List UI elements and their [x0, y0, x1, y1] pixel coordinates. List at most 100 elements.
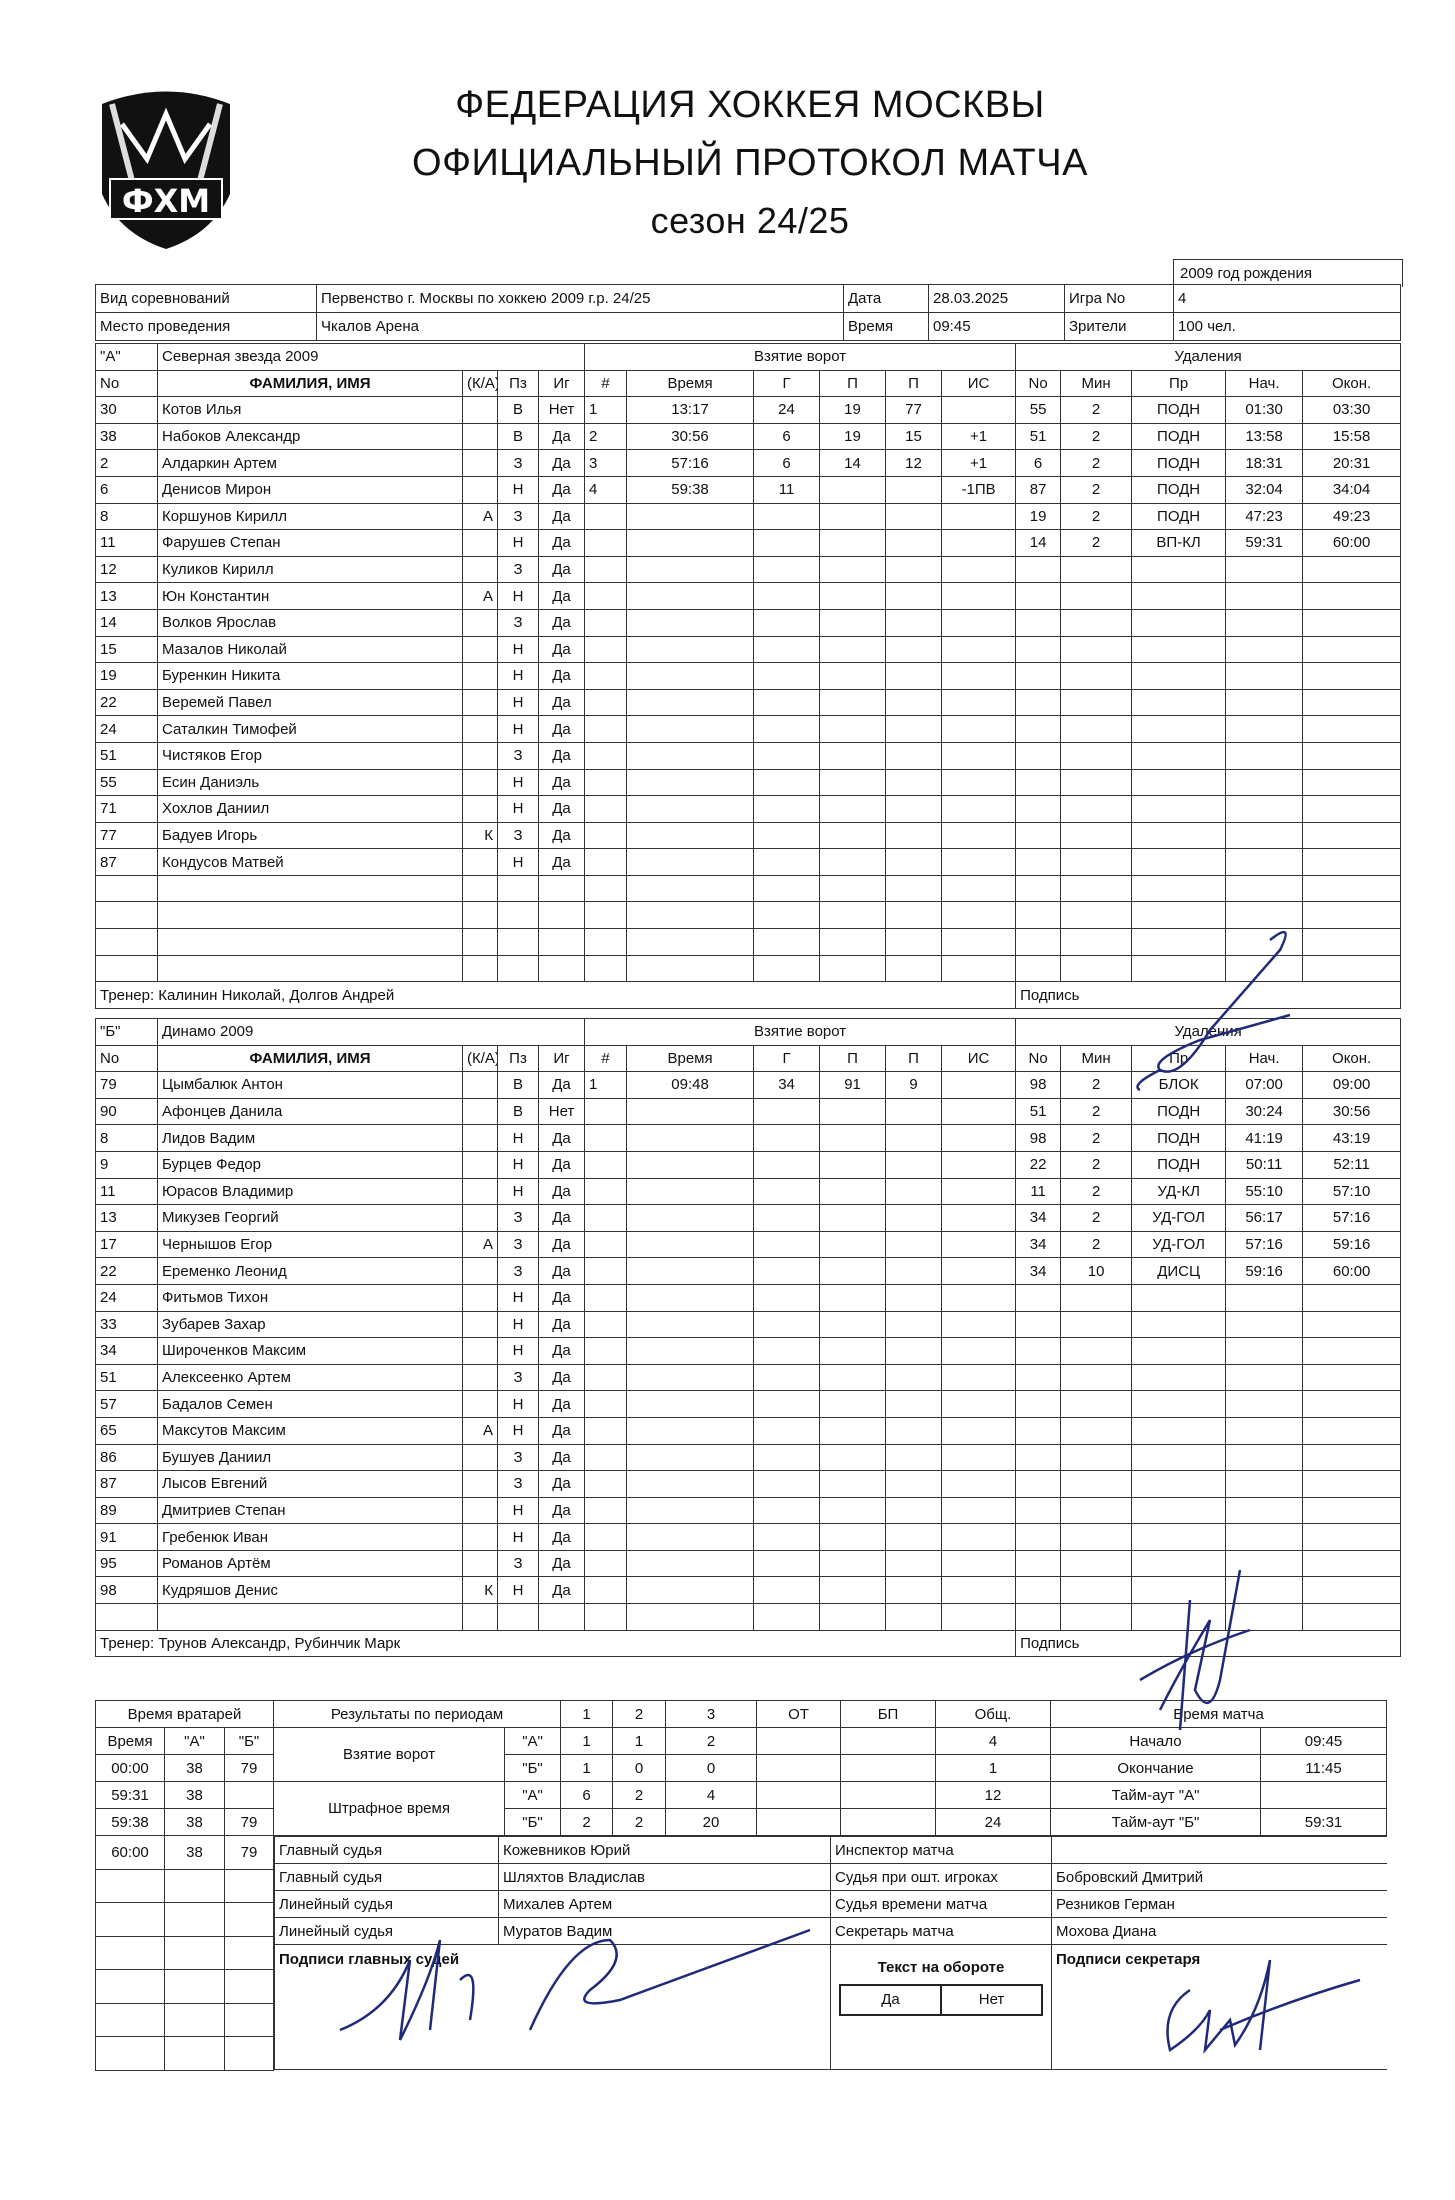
penalty-reason: ПОДН [1131, 1097, 1227, 1126]
player-played: Да [537, 1177, 586, 1206]
player-captain-mark [462, 741, 498, 770]
penalty-player: 34 [1015, 1257, 1062, 1285]
player-name: Гребенюк Иван [157, 1523, 463, 1551]
goal-number [584, 555, 628, 584]
goals-by-period-label: Взятие ворот [273, 1727, 506, 1782]
coach-row: Тренер: Трунов Александр, Рубинчик Марк П… [94, 1629, 1402, 1658]
penalty-start: 50:11 [1225, 1150, 1304, 1179]
penalty-minutes: 2 [1060, 1071, 1133, 1099]
penalty-end [1302, 688, 1402, 717]
goal-assist-2 [885, 635, 943, 664]
penalty-minutes [1060, 1470, 1133, 1498]
goal-number [584, 1496, 628, 1525]
period-col-4: БП [840, 1700, 937, 1728]
goal-assist-2: 9 [885, 1071, 943, 1099]
goal-assist-2 [885, 1523, 943, 1551]
player-played: Да [537, 1549, 586, 1578]
goal-scorer [753, 1337, 821, 1365]
time-value: 09:45 [928, 312, 1065, 341]
player-number: 11 [95, 1177, 158, 1206]
player-captain-mark [462, 555, 498, 584]
goal-assist-2 [885, 1470, 943, 1498]
player-captain-mark [462, 1124, 498, 1152]
penalty-player: 98 [1015, 1071, 1062, 1099]
goal-assist-2 [885, 688, 943, 717]
penalty-reason: ПОДН [1131, 1150, 1227, 1179]
goal-situation [941, 608, 1017, 637]
goal-situation [941, 1257, 1017, 1285]
goal-time [626, 1390, 755, 1418]
goal-number [584, 795, 628, 823]
penalty-start [1225, 1470, 1304, 1498]
penalty-minutes: 10 [1060, 1257, 1133, 1285]
player-name: Афонцев Данила [157, 1097, 463, 1126]
goal-time [626, 688, 755, 717]
player-captain-mark [462, 1523, 498, 1551]
player-number: 22 [95, 1257, 158, 1285]
player-captain-mark [462, 422, 498, 451]
penalty-player: 34 [1015, 1204, 1062, 1232]
goal-assist-1 [819, 1496, 887, 1525]
penalty-end: 60:00 [1302, 529, 1402, 557]
player-number [95, 901, 158, 930]
player-number: 87 [95, 1470, 158, 1498]
official-name-2: Бобровский Дмитрий [1051, 1863, 1387, 1891]
player-row: 98 Кудряшов Денис К Н Да [95, 1576, 1402, 1605]
player-row: 89 Дмитриев Степан Н Да [95, 1496, 1402, 1525]
penalty-player: 19 [1015, 502, 1062, 531]
penalty-reason: ВП-КЛ [1131, 529, 1227, 557]
goal-assist-1 [819, 475, 887, 504]
goal-time [626, 1416, 755, 1445]
player-captain-mark [462, 688, 498, 717]
goal-situation [941, 1177, 1017, 1206]
player-position: З [497, 502, 539, 531]
summary-row: 59:38 38 79 "Б" 2 2 20 24 Тайм-аут "Б" 59:31 [95, 1808, 1388, 1836]
goalie-time-cell-empty [223, 1969, 275, 2004]
column-header-g-a1: П [819, 369, 887, 398]
goal-assist-2 [885, 1283, 943, 1312]
goalie-time-cell-empty [95, 1902, 165, 1937]
column-header-g-scorer: Г [753, 369, 821, 398]
player-position: З [497, 555, 539, 584]
goal-assist-2 [885, 768, 943, 797]
reverse-text-no[interactable]: Нет [978, 1991, 1005, 2008]
column-header-g-a2: П [885, 1044, 943, 1073]
player-row: 8 Лидов Вадим Н Да 98 2 ПОДН 41:19 43:19 [95, 1124, 1402, 1152]
period-value [756, 1781, 842, 1809]
goal-assist-1 [819, 715, 887, 743]
goalie-time-cell: 38 [164, 1808, 225, 1836]
player-played: Да [537, 1576, 586, 1605]
player-captain-mark [462, 1204, 498, 1232]
penalty-end [1302, 1576, 1402, 1605]
goal-assist-1 [819, 1416, 887, 1445]
goal-assist-2 [885, 1416, 943, 1445]
goal-time [626, 1283, 755, 1312]
penalty-minutes [1060, 874, 1133, 903]
player-position: З [497, 741, 539, 770]
penalty-end [1302, 874, 1402, 903]
goal-assist-1 [819, 662, 887, 690]
player-played: Да [537, 848, 586, 876]
period-value: 2 [612, 1781, 667, 1809]
player-captain-mark [462, 1150, 498, 1179]
penalty-player: 6 [1015, 449, 1062, 477]
timeout-b-value: 59:31 [1260, 1808, 1388, 1836]
timeout-a-label: Тайм-аут "А" [1050, 1781, 1262, 1809]
column-header-ka: (К/А) [462, 1044, 498, 1073]
goal-number [584, 1443, 628, 1472]
penalty-end [1302, 1443, 1402, 1472]
player-position: Н [497, 1283, 539, 1312]
player-number: 79 [95, 1071, 158, 1099]
penalty-minutes [1060, 1443, 1133, 1472]
period-col-0: 1 [560, 1700, 614, 1728]
reverse-text-yes[interactable]: Да [841, 1986, 943, 2014]
goal-time [626, 1549, 755, 1578]
penalty-minutes: 2 [1060, 502, 1133, 531]
goal-number: 1 [584, 396, 628, 424]
goal-assist-2 [885, 1496, 943, 1525]
penalty-minutes [1060, 1390, 1133, 1418]
penalty-player [1015, 635, 1062, 664]
goal-scorer [753, 901, 821, 930]
goal-time: 13:17 [626, 396, 755, 424]
penalty-player [1015, 1283, 1062, 1312]
